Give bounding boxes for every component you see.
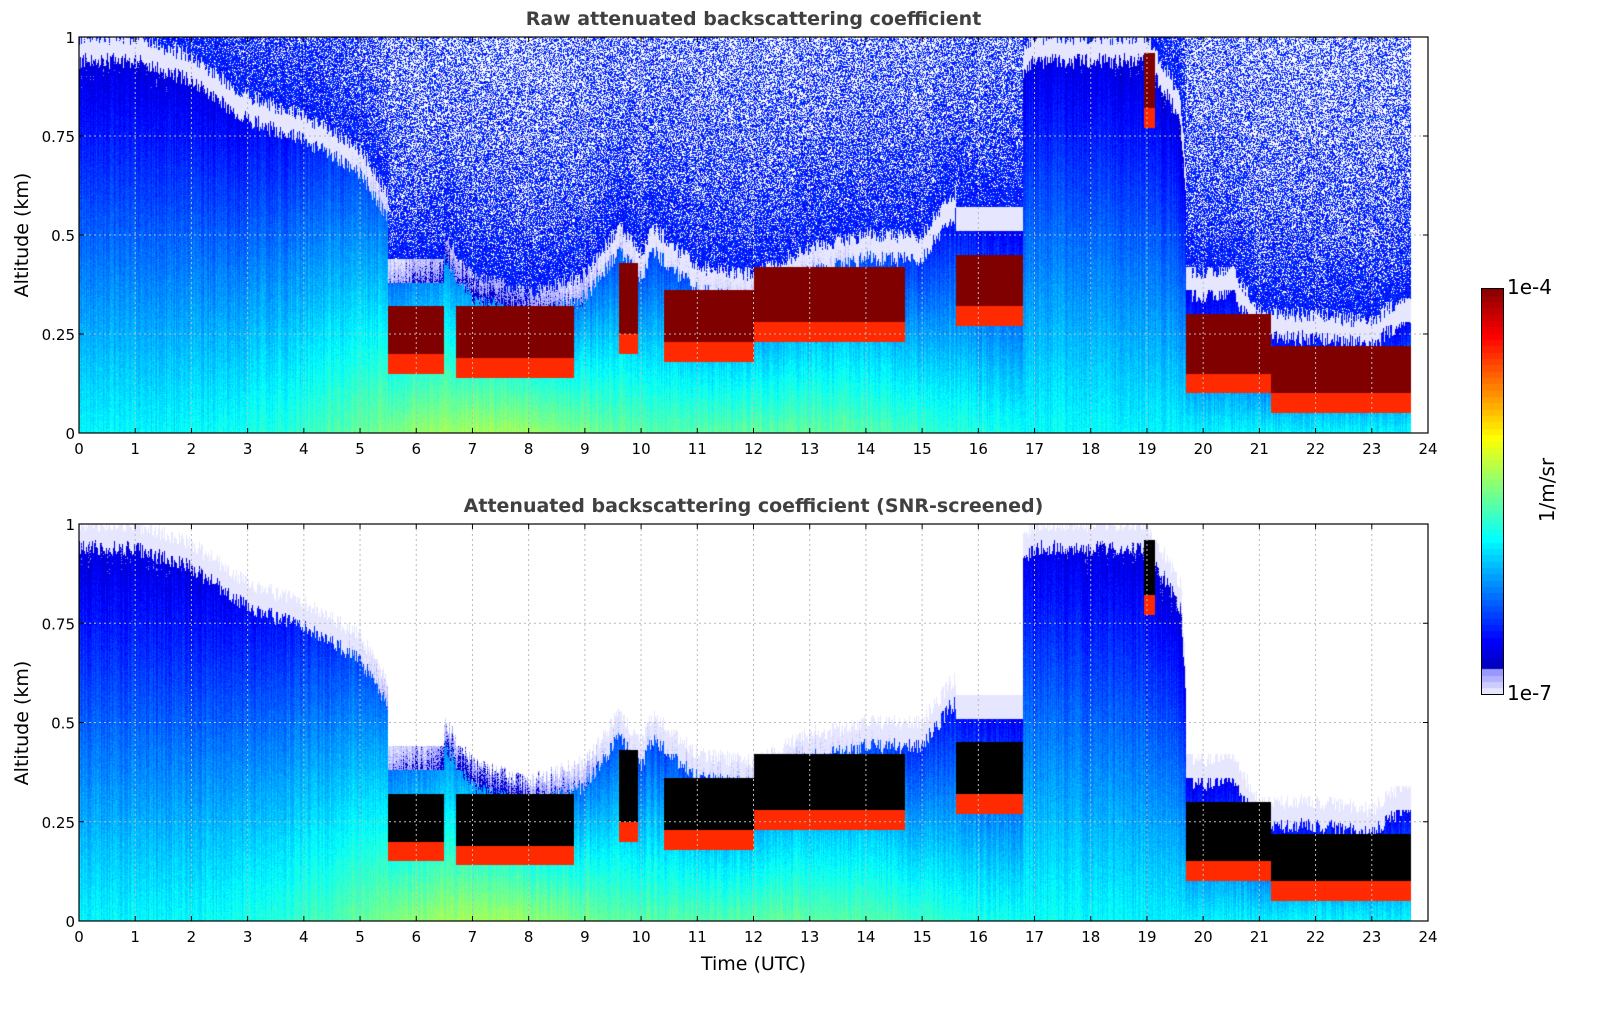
x-tick-label: 15 — [913, 928, 932, 946]
top-y-axis-label: Altitude (km) — [11, 172, 33, 298]
y-tick-label: 0.25 — [42, 326, 75, 344]
x-tick-label: 3 — [243, 440, 253, 458]
x-tick-label: 21 — [1250, 440, 1269, 458]
x-tick-label: 7 — [468, 928, 478, 946]
y-tick-label: 1 — [65, 29, 75, 47]
y-tick-label: 0.5 — [51, 227, 75, 245]
x-tick-label: 16 — [969, 440, 988, 458]
x-tick-label: 8 — [524, 440, 534, 458]
bottom-y-axis-label: Altitude (km) — [11, 660, 33, 786]
x-tick-label: 4 — [299, 440, 309, 458]
x-tick-label: 20 — [1194, 440, 1213, 458]
x-tick-label: 9 — [580, 440, 590, 458]
y-tick-label: 0.25 — [42, 814, 75, 832]
y-tick-label: 0 — [65, 913, 75, 931]
x-tick-label: 19 — [1137, 928, 1156, 946]
y-tick-label: 0 — [65, 425, 75, 443]
x-tick-label: 8 — [524, 928, 534, 946]
x-tick-label: 16 — [969, 928, 988, 946]
y-tick-label: 0.75 — [42, 615, 75, 633]
x-tick-label: 3 — [243, 928, 253, 946]
x-tick-label: 5 — [355, 928, 365, 946]
x-tick-label: 7 — [468, 440, 478, 458]
colorbar-label: 1/m/sr — [1535, 457, 1559, 523]
colorbar-min-label: 1e-7 — [1507, 681, 1552, 705]
x-tick-label: 14 — [856, 928, 875, 946]
x-tick-label: 22 — [1306, 440, 1325, 458]
plot-frame — [78, 523, 1429, 922]
x-tick-label: 18 — [1081, 928, 1100, 946]
colorbar-max-label: 1e-4 — [1507, 275, 1552, 299]
x-tick-label: 12 — [744, 928, 763, 946]
x-tick-label: 10 — [632, 440, 651, 458]
x-tick-label: 11 — [688, 928, 707, 946]
x-tick-label: 10 — [632, 928, 651, 946]
plot-frame — [78, 36, 1429, 434]
y-tick-label: 0.5 — [51, 715, 75, 733]
colorbar — [1481, 288, 1504, 695]
y-tick-label: 0.75 — [42, 128, 75, 146]
top-chart-title: Raw attenuated backscattering coefficien… — [525, 8, 982, 30]
x-tick-label: 0 — [74, 440, 84, 458]
x-tick-label: 11 — [688, 440, 707, 458]
x-tick-label: 1 — [130, 440, 140, 458]
x-tick-label: 4 — [299, 928, 309, 946]
x-tick-label: 23 — [1362, 440, 1381, 458]
x-tick-label: 21 — [1250, 928, 1269, 946]
x-tick-label: 19 — [1137, 440, 1156, 458]
x-tick-label: 9 — [580, 928, 590, 946]
y-tick-label: 1 — [65, 516, 75, 534]
x-tick-label: 13 — [800, 928, 819, 946]
x-tick-label: 12 — [744, 440, 763, 458]
x-tick-label: 2 — [187, 440, 197, 458]
x-axis-label: Time (UTC) — [700, 953, 807, 975]
x-tick-label: 20 — [1194, 928, 1213, 946]
x-tick-label: 17 — [1025, 440, 1044, 458]
x-tick-label: 14 — [856, 440, 875, 458]
x-tick-label: 1 — [130, 928, 140, 946]
x-tick-label: 0 — [74, 928, 84, 946]
x-tick-label: 18 — [1081, 440, 1100, 458]
x-tick-label: 22 — [1306, 928, 1325, 946]
x-tick-label: 6 — [411, 928, 421, 946]
x-tick-label: 15 — [913, 440, 932, 458]
x-tick-label: 24 — [1418, 928, 1437, 946]
x-tick-label: 13 — [800, 440, 819, 458]
bottom-chart-title: Attenuated backscattering coefficient (S… — [463, 495, 1044, 517]
x-tick-label: 5 — [355, 440, 365, 458]
x-tick-label: 2 — [187, 928, 197, 946]
x-tick-label: 24 — [1418, 440, 1437, 458]
x-tick-label: 17 — [1025, 928, 1044, 946]
x-tick-label: 23 — [1362, 928, 1381, 946]
x-tick-label: 6 — [411, 440, 421, 458]
